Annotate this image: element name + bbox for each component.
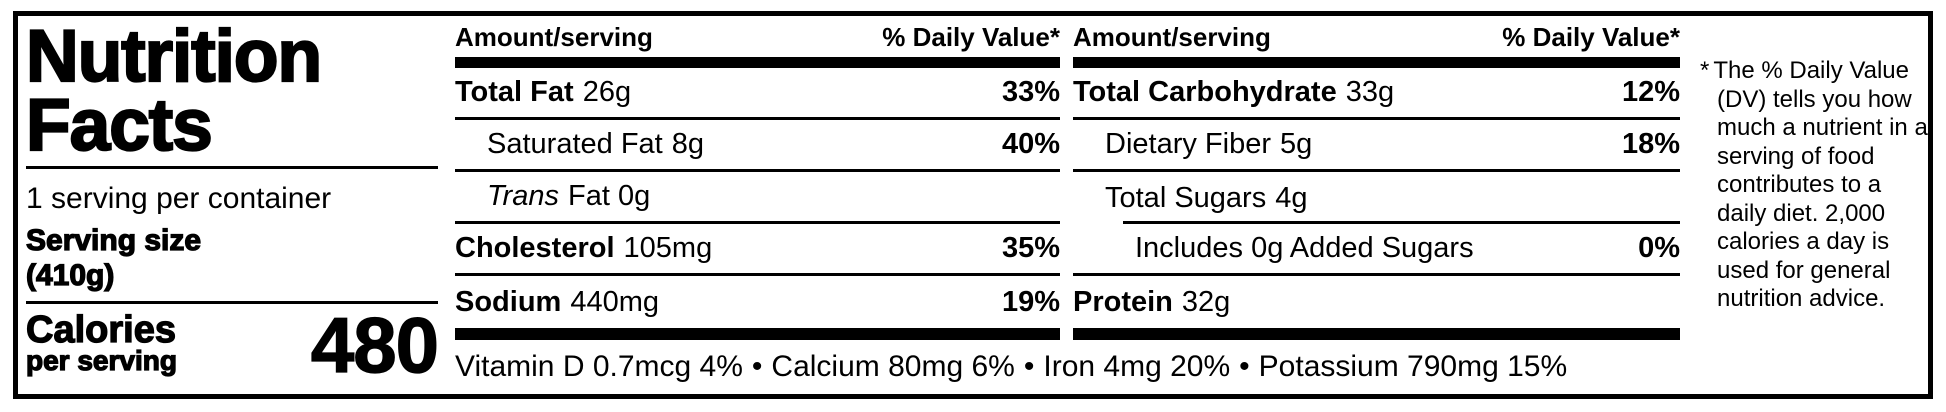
daily-value-header: % Daily Value* bbox=[1502, 22, 1680, 52]
nutrient-name: Saturated Fat bbox=[487, 128, 663, 160]
serving-size-label: Serving size bbox=[25, 223, 202, 257]
nutrient-daily-value: 19% bbox=[1001, 285, 1060, 318]
column-bottom-bar bbox=[1073, 328, 1680, 340]
nutrient-row-saturated-fat: Saturated Fat 8g 40% bbox=[455, 120, 1060, 172]
servings-per-container: 1 serving per container bbox=[26, 182, 332, 215]
nutrient-column-1: Amount/serving % Daily Value* Total Fat … bbox=[455, 22, 1060, 340]
nutrient-amount: 26g bbox=[582, 76, 632, 108]
nutrient-row-total-fat: Total Fat 26g 33% bbox=[455, 68, 1060, 120]
nutrient-column-2: Amount/serving % Daily Value* Total Carb… bbox=[1073, 22, 1680, 340]
summary-panel: Nutrition Facts 1 serving per container … bbox=[24, 16, 440, 394]
micronutrient-potassium: Potassium 790mg 15% bbox=[1258, 350, 1568, 383]
bullet-separator: • bbox=[1239, 350, 1250, 383]
nutrient-name: Dietary Fiber bbox=[1105, 128, 1271, 160]
nutrient-name: Protein bbox=[1073, 285, 1173, 318]
bullet-separator: • bbox=[751, 350, 763, 383]
daily-value-footnote: * The % Daily Value (DV) tells you how mu… bbox=[1700, 57, 1934, 314]
nutrient-daily-value: 18% bbox=[1621, 128, 1680, 160]
calories-section: Calories per serving 480 bbox=[25, 301, 439, 389]
nutrient-row-total-sugars: Total Sugars 4g bbox=[1073, 172, 1680, 224]
calories-labels: Calories per serving bbox=[25, 309, 177, 376]
nutrient-row-added-sugars: Includes 0g Added Sugars 0% bbox=[1073, 224, 1680, 276]
nutrient-amount: 33g bbox=[1345, 76, 1395, 108]
nutrient-daily-value: 40% bbox=[1001, 128, 1060, 160]
amount-serving-header: Amount/serving bbox=[1073, 22, 1271, 52]
calories-value: 480 bbox=[310, 301, 439, 389]
footnote-text: The % Daily Value (DV) tells you how muc… bbox=[1713, 57, 1928, 312]
column-header: Amount/serving % Daily Value* bbox=[455, 22, 1060, 57]
nutrient-daily-value: 0% bbox=[1638, 232, 1680, 264]
nutrient-daily-value: 12% bbox=[1621, 76, 1680, 108]
nutrient-row-dietary-fiber: Dietary Fiber 5g 18% bbox=[1073, 120, 1680, 172]
amount-serving-header: Amount/serving bbox=[455, 22, 653, 52]
nutrient-name: Cholesterol bbox=[455, 232, 615, 264]
nutrient-amount: 32g bbox=[1181, 285, 1231, 318]
nutrient-amount: 5g bbox=[1280, 128, 1313, 160]
nutrient-amount: 8g bbox=[671, 128, 704, 160]
nutrient-daily-value: 35% bbox=[1001, 232, 1060, 264]
micronutrient-calcium: Calcium 80mg 6% bbox=[771, 350, 1015, 383]
micronutrient-iron: Iron 4mg 20% bbox=[1043, 350, 1231, 383]
micronutrient-vitamin-d: Vitamin D 0.7mcg 4% bbox=[455, 350, 743, 383]
calories-label: Calories bbox=[25, 309, 176, 351]
serving-size-value: (410g) bbox=[25, 258, 115, 292]
serving-info: 1 serving per container Serving size (41… bbox=[25, 181, 332, 293]
column-header: Amount/serving % Daily Value* bbox=[1073, 22, 1680, 57]
calories-sublabel: per serving bbox=[25, 345, 177, 376]
nutrient-row-sodium: Sodium 440mg 19% bbox=[455, 276, 1060, 328]
nutrient-name: Sodium bbox=[455, 285, 562, 318]
nutrient-name-italic: Trans bbox=[487, 180, 559, 212]
header-divider-bar bbox=[1073, 57, 1680, 68]
daily-value-header: % Daily Value* bbox=[882, 22, 1060, 52]
nutrient-row-total-carbohydrate: Total Carbohydrate 33g 12% bbox=[1073, 68, 1680, 120]
micronutrients-line: Vitamin D 0.7mcg 4% • Calcium 80mg 6% • Iron… bbox=[455, 348, 1700, 386]
bullet-separator: • bbox=[1023, 350, 1035, 383]
nutrient-amount: 105mg bbox=[623, 232, 713, 264]
label-title-line2: Facts bbox=[25, 85, 214, 166]
nutrient-row-cholesterol: Cholesterol 105mg 35% bbox=[455, 224, 1060, 276]
nutrient-amount: 4g bbox=[1275, 181, 1308, 214]
nutrient-amount: 440mg bbox=[570, 285, 660, 318]
header-divider-bar bbox=[455, 57, 1060, 68]
nutrient-name: Total Fat bbox=[455, 76, 574, 108]
column-bottom-bar bbox=[455, 328, 1060, 340]
nutrient-daily-value: 33% bbox=[1001, 76, 1060, 108]
nutrient-name: Total Carbohydrate bbox=[1073, 76, 1337, 108]
label-title: Nutrition Facts bbox=[25, 16, 323, 166]
nutrient-name: Total Sugars bbox=[1105, 181, 1267, 214]
nutrient-row-protein: Protein 32g bbox=[1073, 276, 1680, 328]
label-title-line1: Nutrition bbox=[25, 16, 323, 97]
footnote-asterisk: * bbox=[1700, 57, 1710, 84]
panel-divider bbox=[26, 166, 438, 169]
panel-divider bbox=[26, 301, 438, 304]
nutrition-facts-label: Nutrition Facts 1 serving per container … bbox=[13, 11, 1933, 399]
nutrient-amount: Fat 0g bbox=[567, 180, 651, 212]
nutrient-name: Includes 0g Added Sugars bbox=[1135, 232, 1474, 264]
nutrient-row-trans-fat: Trans Fat 0g bbox=[455, 172, 1060, 224]
